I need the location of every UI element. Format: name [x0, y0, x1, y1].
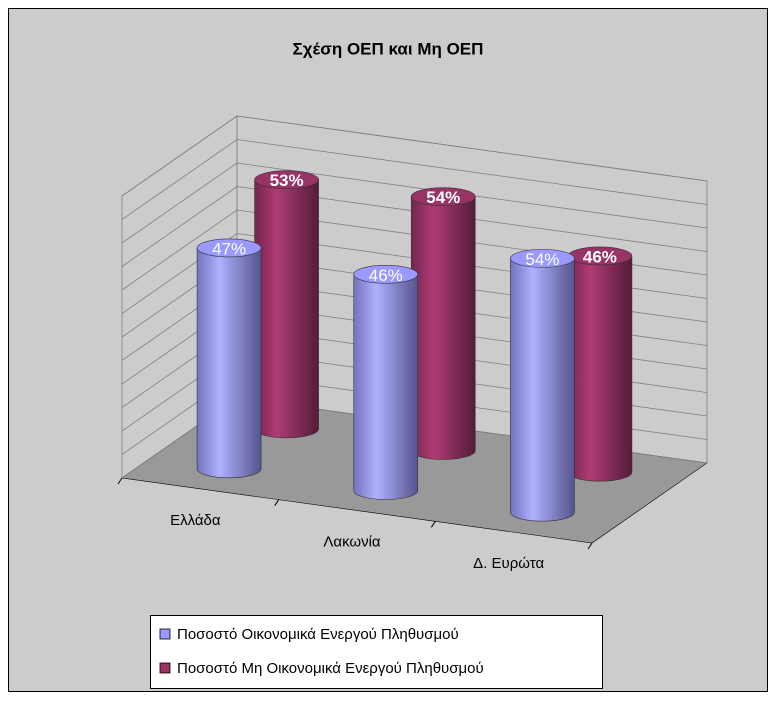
- x-tick-label: Δ. Ευρώτα: [473, 555, 544, 572]
- legend: [150, 615, 603, 689]
- x-tick: [274, 499, 280, 506]
- cylinder-top: [254, 170, 319, 190]
- bar: [353, 274, 418, 491]
- grid-line: [121, 139, 708, 220]
- bar: [411, 196, 476, 451]
- bar: [567, 255, 632, 473]
- legend-swatch: [159, 628, 171, 640]
- cylinder-top: [410, 187, 476, 206]
- value-label: 46%: [583, 247, 617, 266]
- value-label: 46%: [369, 266, 403, 285]
- legend-label: Ποσοστό Μη Οικονομικά Ενεργού Πληθυσμού: [177, 660, 484, 677]
- legend-label: Ποσοστό Οικονομικά Ενεργού Πληθυσμού: [177, 626, 459, 643]
- bar: [510, 258, 575, 513]
- x-tick: [430, 521, 436, 528]
- bar: [197, 247, 262, 469]
- x-tick: [117, 477, 123, 485]
- grid-line: [121, 162, 708, 244]
- x-tick-label: Λακωνία: [323, 533, 381, 550]
- legend-swatch: [159, 662, 171, 674]
- cylinder-top: [510, 249, 575, 268]
- grid-line: [121, 115, 708, 197]
- value-label: 53%: [270, 171, 304, 190]
- cylinder-top: [353, 264, 419, 284]
- cylinder-top: [196, 238, 262, 258]
- x-tick: [587, 542, 593, 550]
- chart-title: Σχέση ΟΕΠ και Μη ΟΕΠ: [293, 39, 484, 58]
- value-label: 47%: [212, 239, 246, 258]
- value-label: 54%: [525, 250, 559, 269]
- bar: [254, 179, 319, 429]
- value-label: 54%: [426, 188, 460, 207]
- x-tick-label: Ελλάδα: [170, 512, 221, 529]
- grid-line: [121, 186, 708, 267]
